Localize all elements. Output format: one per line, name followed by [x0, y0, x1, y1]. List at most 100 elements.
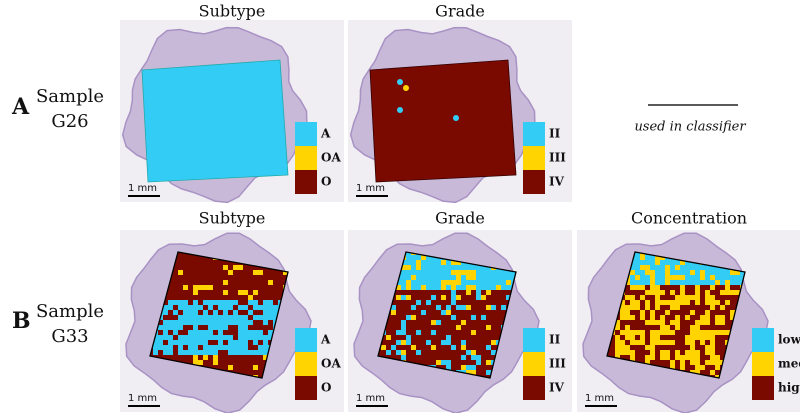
overlay-pixel: [253, 295, 258, 300]
overlay-pixel: [640, 300, 645, 305]
overlay-pixel: [625, 345, 630, 350]
overlay-pixel: [253, 325, 258, 330]
overlay-pixel: [213, 345, 218, 350]
overlay-pixel: [665, 280, 670, 285]
overlay-pixel: [675, 280, 680, 285]
overlay-pixel: [243, 360, 248, 365]
overlay-pixel: [705, 365, 710, 370]
overlay-pixel: [268, 280, 273, 285]
overlay-pixel: [391, 320, 396, 325]
overlay-pixel: [178, 280, 183, 285]
overlay-pixel: [208, 290, 213, 295]
overlay-pixel: [268, 305, 273, 310]
overlay-pixel: [441, 340, 446, 345]
overlay-pixel: [466, 280, 471, 285]
overlay-pixel: [421, 345, 426, 350]
overlay-pixel: [446, 280, 451, 285]
overlay-pixel: [451, 365, 456, 370]
overlay-pixel: [501, 295, 506, 300]
overlay-pixel: [486, 345, 491, 350]
overlay-pixel: [218, 280, 223, 285]
legend-label: IV: [549, 175, 565, 189]
overlay-pixel: [218, 290, 223, 295]
overlay-pixel: [273, 275, 278, 280]
overlay-pixel: [670, 265, 675, 270]
overlay-pixel: [223, 270, 228, 275]
overlay-pixel: [401, 285, 406, 290]
overlay-pixel: [248, 350, 253, 355]
overlay-pixel: [158, 330, 163, 335]
overlay-pixel: [461, 265, 466, 270]
overlay-pixel: [476, 275, 481, 280]
overlay-pixel: [456, 355, 461, 360]
overlay-pixel: [218, 270, 223, 275]
overlay-pixel: [396, 320, 401, 325]
overlay-pixel: [730, 305, 735, 310]
overlay-pixel: [273, 300, 278, 305]
overlay-pixel: [486, 375, 491, 378]
overlay-pixel: [381, 350, 386, 355]
overlay-pixel: [690, 325, 695, 330]
overlay-pixel: [506, 275, 511, 280]
overlay-pixel: [635, 290, 640, 295]
overlay-pixel: [630, 325, 635, 330]
overlay-pixel: [710, 300, 715, 305]
legend-swatch: [523, 146, 545, 170]
overlay-pixel: [258, 375, 263, 378]
sample-label: G33: [51, 326, 88, 347]
overlay-pixel: [198, 280, 203, 285]
overlay-pixel: [193, 325, 198, 330]
overlay-pixel: [660, 300, 665, 305]
overlay-pixel: [213, 340, 218, 345]
overlay-pixel: [710, 370, 715, 375]
overlay-pixel: [456, 325, 461, 330]
overlay-pixel: [456, 350, 461, 355]
overlay-pixel: [386, 335, 391, 340]
overlay-pixel: [496, 330, 501, 335]
overlay-pixel: [715, 275, 720, 280]
overlay-pixel: [670, 335, 675, 340]
overlay-pixel: [675, 285, 680, 290]
overlay-pixel: [670, 315, 675, 320]
overlay-pixel: [466, 335, 471, 340]
overlay-pixel: [178, 305, 183, 310]
overlay-pixel: [431, 330, 436, 335]
overlay-pixel: [675, 275, 680, 280]
overlay-pixel: [675, 345, 680, 350]
overlay-pixel: [675, 320, 680, 325]
overlay-pixel: [188, 300, 193, 305]
overlay-pixel: [158, 350, 163, 355]
overlay-pixel: [406, 335, 411, 340]
overlay-pixel: [695, 335, 700, 340]
overlay-pixel: [238, 350, 243, 355]
legend-label: A: [320, 127, 331, 141]
overlay-pixel: [406, 325, 411, 330]
sample-label: Sample: [36, 301, 104, 322]
overlay-pixel: [213, 350, 218, 355]
overlay-pixel: [386, 350, 391, 355]
overlay-pixel: [188, 325, 193, 330]
overlay-pixel: [233, 265, 238, 270]
overlay-pixel: [650, 260, 655, 265]
overlay-pixel: [715, 375, 720, 378]
overlay-pixel: [173, 270, 178, 275]
overlay-pixel: [213, 270, 218, 275]
overlay-pixel: [426, 300, 431, 305]
overlay-pixel: [471, 370, 476, 375]
overlay-pixel: [491, 275, 496, 280]
overlay-pixel: [188, 295, 193, 300]
overlay-pixel: [456, 315, 461, 320]
overlay-pixel: [233, 295, 238, 300]
overlay-pixel: [248, 365, 253, 370]
overlay-pixel: [253, 345, 258, 350]
overlay-pixel: [680, 300, 685, 305]
overlay-pixel: [258, 365, 263, 370]
overlay-pixel: [715, 315, 720, 320]
overlay-pixel: [401, 275, 406, 280]
overlay-pixel: [511, 270, 516, 275]
overlay-pixel: [431, 275, 436, 280]
overlay-pixel: [268, 335, 273, 340]
overlay-pixel: [685, 280, 690, 285]
overlay-pixel: [491, 325, 496, 330]
overlay-pixel: [406, 280, 411, 285]
